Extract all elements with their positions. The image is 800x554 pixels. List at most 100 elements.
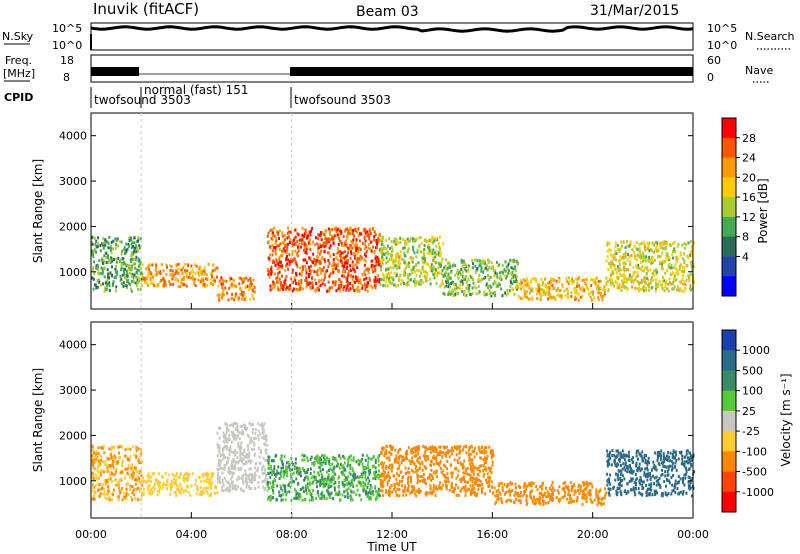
nsearch-tick-bottom: 10^0 [707,39,737,52]
scatter-cell [333,488,336,492]
scatter-cell [227,298,230,302]
scatter-cell [646,265,649,269]
scatter-cell [120,240,123,244]
scatter-cell [100,454,103,458]
scatter-cell [131,272,134,276]
scatter-cell [346,279,349,283]
scatter-cell [204,285,207,288]
scatter-cell [467,278,470,281]
scatter-cell [180,278,183,281]
scatter-cell [645,255,648,259]
scatter-cell [220,276,223,280]
scatter-cell [387,466,390,470]
scatter-cell [373,471,376,475]
scatter-cell [402,258,405,262]
scatter-cell [108,281,111,285]
scatter-cell [494,269,497,273]
scatter-cell [453,283,455,287]
scatter-cell [345,289,348,292]
scatter-cell [654,248,657,252]
scatter-cell [264,443,267,447]
scatter-cell [478,478,481,482]
scatter-cell [585,278,588,281]
scatter-cell [416,459,419,463]
scatter-cell [149,263,152,267]
scatter-cell [464,480,467,484]
scatter-cell [97,462,100,466]
scatter-cell [294,249,297,253]
scatter-cell [290,457,293,460]
scatter-cell [414,448,417,452]
scatter-cell [199,268,202,272]
scatter-cell [668,243,671,247]
scatter-cell [627,253,629,256]
scatter-cell [186,484,189,488]
scatter-cell [420,282,422,286]
scatter-cell [613,264,616,267]
scatter-cell [444,258,447,262]
scatter-cell [117,237,119,241]
scatter-cell [198,476,201,480]
scatter-cell [265,451,268,455]
scatter-cell [286,467,289,471]
scatter-cell [616,276,618,280]
scatter-cell [677,243,680,246]
scatter-cell [174,272,177,275]
scatter-cell [643,276,646,280]
scatter-cell [185,275,188,279]
scatter-cell [363,270,366,274]
scatter-cell [147,488,150,492]
scatter-cell [130,289,133,293]
scatter-cell [102,246,105,250]
scatter-cell [368,227,371,231]
scatter-cell [433,239,436,243]
scatter-cell [130,242,133,246]
scatter-cell [331,234,333,238]
scatter-cell [278,229,281,233]
scatter-cell [429,282,432,286]
scatter-cell [242,457,245,461]
scatter-cell [556,489,559,493]
scatter-cell [312,240,314,244]
scatter-cell [437,251,440,255]
scatter-cell [319,261,322,265]
scatter-cell [383,478,386,482]
scatter-cell [140,270,143,274]
scatter-cell [691,268,694,272]
scatter-cell [217,284,220,288]
scatter-cell [267,240,270,244]
scatter-cell [656,270,658,274]
scatter-cell [333,458,336,462]
scatter-cell [332,497,334,501]
scatter-cell [158,488,161,491]
scatter-cell [311,281,314,284]
scatter-cell [656,285,659,289]
scatter-cell [341,466,344,469]
scatter-cell [333,234,336,238]
scatter-cell [406,250,409,254]
scatter-cell [363,228,366,231]
scatter-cell [125,264,128,268]
scatter-cell [421,475,424,479]
scatter-cell [308,274,311,278]
scatter-cell [98,464,101,468]
scatter-cell [273,467,276,471]
scatter-cell [103,451,106,455]
scatter-cell [432,259,435,262]
scatter-cell [471,258,474,262]
scatter-cell [374,267,377,271]
scatter-cell [331,264,333,268]
scatter-cell [457,494,460,497]
scatter-cell [123,248,126,251]
scatter-cell [402,246,405,250]
scatter-cell [251,431,254,435]
scatter-cell [461,290,464,294]
scatter-cell [241,429,244,433]
scatter-cell [317,285,320,289]
scatter-cell [522,285,525,289]
scatter-cell [507,292,510,296]
scatter-cell [266,477,269,481]
scatter-cell [333,486,336,490]
scatter-cell [407,446,410,450]
scatter-cell [197,271,200,275]
